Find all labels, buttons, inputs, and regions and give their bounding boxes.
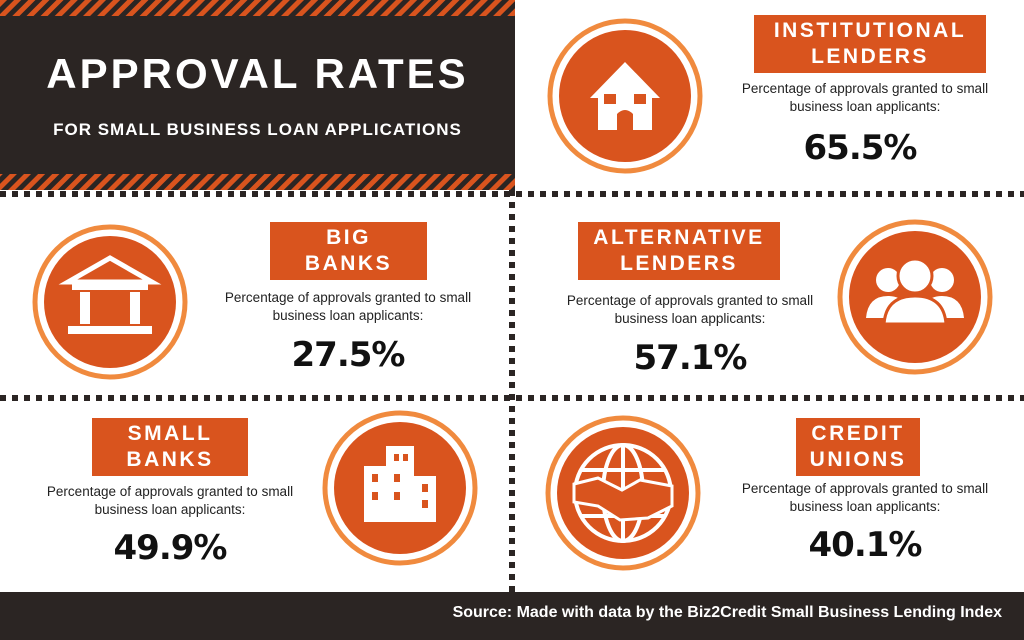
label-line: BANKS [126,448,214,471]
panel-label: CREDIT UNIONS [796,418,920,476]
label-line: LENDERS [620,252,738,275]
label-line: INSTITUTIONAL [773,19,967,42]
subtitle: FOR SMALL BUSINESS LOAN APPLICATIONS [53,120,462,139]
source: Source: Made with data by the Biz2Credit… [452,604,1002,621]
icon-credit-unions [545,415,701,571]
label-line: CREDIT [811,422,905,445]
footer-bar [0,592,1024,640]
label-line: BIG [326,226,371,249]
panel-label: SMALL BANKS [92,418,248,476]
label-line: UNIONS [809,448,907,471]
panel-label: BIG BANKS [270,222,427,280]
panel-description: Percentage of approvals granted to small… [566,293,814,326]
panel-description: Percentage of approvals granted to small… [741,481,989,514]
panel-value: 40.1% [808,525,923,565]
panel-value: 65.5% [803,128,918,168]
header-box [0,0,515,190]
icon-circles [32,18,993,571]
icon-small-banks [322,410,478,566]
icon-alternative [837,219,993,375]
panel-value: 49.9% [113,528,228,568]
panel-description: Percentage of approvals granted to small… [46,484,294,517]
panel-description: Percentage of approvals granted to small… [741,81,989,114]
stripes-bottom [0,174,515,190]
panel-description: Percentage of approvals granted to small… [224,290,472,323]
dividers [0,190,1024,592]
label-line: BANKS [304,252,393,275]
panel-label: ALTERNATIVE LENDERS [578,222,780,280]
label-line: ALTERNATIVE [593,226,765,249]
title: APPROVAL RATES [46,50,469,97]
panel-value: 57.1% [633,338,748,378]
icon-big-banks [32,224,188,380]
label-line: SMALL [127,422,213,445]
stripes-top [0,0,515,16]
panel-label: INSTITUTIONAL LENDERS [754,15,986,73]
icon-institutional [547,18,703,174]
label-line: LENDERS [811,45,929,68]
panel-value: 27.5% [291,335,406,375]
